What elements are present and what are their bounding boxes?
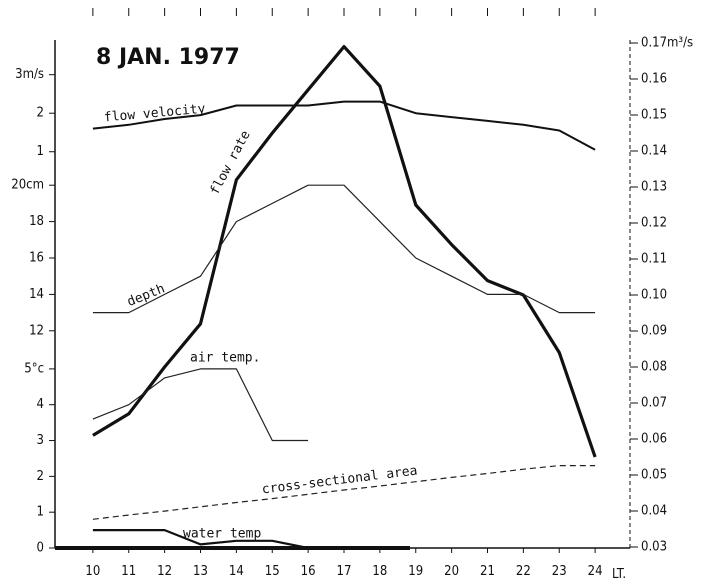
y2-tick-label: 0.12	[641, 216, 667, 231]
y2-tick-label: 0.14	[641, 144, 667, 159]
series-label: air temp.	[190, 351, 260, 366]
series-line	[92, 100, 596, 151]
y2-tick-label: 0.16	[641, 72, 667, 87]
x-tick-label: 22	[516, 564, 531, 579]
x-tick-label: 14	[229, 564, 244, 579]
y-tick-label: 2	[37, 469, 44, 484]
y2-tick-label: 0.17m³/s	[641, 36, 693, 51]
x-tick-label: 23	[552, 564, 567, 579]
y-tick-label: 1	[37, 505, 44, 520]
series-line	[92, 45, 597, 458]
y-tick-label: 3	[37, 433, 44, 448]
x-tick-label: 13	[193, 564, 208, 579]
x-tick-label: 19	[408, 564, 423, 579]
series-line	[92, 368, 309, 442]
y-tick-label: 0	[37, 541, 44, 556]
y2-tick-label: 0.13	[641, 180, 667, 195]
series-line	[92, 465, 596, 520]
y2-tick-label: 0.03	[641, 540, 667, 555]
x-tick-label: 16	[301, 564, 316, 579]
x-tick-label: 15	[265, 564, 280, 579]
series-line	[92, 529, 309, 550]
y2-tick-label: 0.10	[641, 288, 667, 303]
x-tick-label: 12	[157, 564, 172, 579]
x-tick-label: 17	[337, 564, 352, 579]
chart-title: 8 JAN. 1977	[96, 45, 240, 70]
x-tick-label: 21	[480, 564, 495, 579]
y-tick-label: 3m/s	[15, 67, 44, 82]
x-tick-label: 20	[444, 564, 459, 579]
y-tick-label: 1	[37, 144, 44, 159]
y-tick-label: 16	[29, 251, 44, 266]
x-axis-label: LT.	[612, 567, 626, 581]
series-line	[92, 184, 596, 314]
y-tick-label: 2	[37, 106, 44, 121]
y2-tick-label: 0.08	[641, 360, 667, 375]
y-tick-label: 14	[29, 287, 44, 302]
y2-tick-label: 0.09	[641, 324, 667, 339]
y2-tick-label: 0.07	[641, 396, 667, 411]
x-tick-label: 10	[85, 564, 100, 579]
y2-tick-label: 0.15	[641, 108, 667, 123]
y-tick-label: 18	[29, 214, 44, 229]
x-tick-label: 18	[372, 564, 387, 579]
y2-tick-label: 0.04	[641, 504, 667, 519]
x-tick-label: 11	[121, 564, 136, 579]
y-tick-label: 20cm	[11, 178, 44, 193]
y-tick-label: 12	[29, 323, 44, 338]
y-tick-label: 4	[37, 397, 44, 412]
y-tick-label: 5°c	[24, 361, 44, 376]
x-tick-label: 24	[588, 564, 603, 579]
series-label: water temp	[183, 527, 261, 542]
y2-tick-label: 0.06	[641, 432, 667, 447]
y2-tick-label: 0.05	[641, 468, 667, 483]
y2-tick-label: 0.11	[641, 252, 667, 267]
